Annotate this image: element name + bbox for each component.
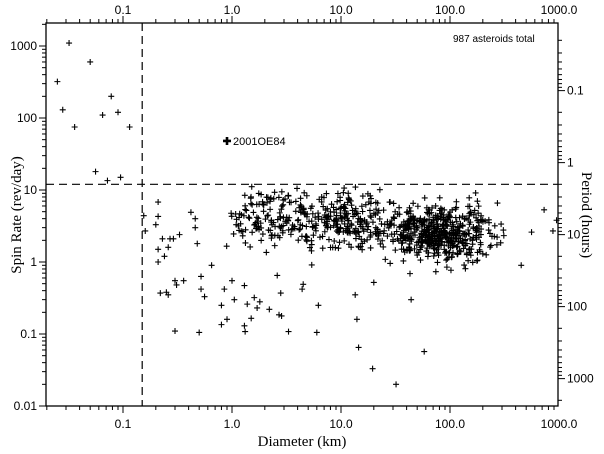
y2-tick-label: 1 bbox=[567, 156, 574, 170]
y2-tick-label: 10 bbox=[567, 228, 581, 242]
x-axis-top: 0.1 1.0 10.0 100.0 1000.0 bbox=[46, 3, 578, 23]
x-tick-label: 100.0 bbox=[435, 417, 465, 431]
y-tick-label: 10 bbox=[24, 183, 38, 197]
x-tick-label: 10.0 bbox=[329, 417, 353, 431]
x-axis-bottom: 0.1 1.0 10.0 100.0 1000.0 bbox=[46, 406, 578, 431]
y2-tick-label: 100 bbox=[567, 300, 587, 314]
y-tick-label: 1000 bbox=[10, 39, 37, 53]
y2-tick-label: 0.1 bbox=[567, 84, 584, 98]
reference-lines bbox=[46, 23, 558, 406]
x-tick-label: 1000.0 bbox=[541, 417, 578, 431]
y2-tick-label: 1000 bbox=[567, 372, 594, 386]
x-top-tick-label: 100.0 bbox=[435, 3, 465, 17]
y-tick-label: 1 bbox=[30, 255, 37, 269]
data-points bbox=[54, 40, 560, 388]
y2-axis-title: Period (hours) bbox=[578, 172, 594, 258]
x-top-tick-label: 0.1 bbox=[115, 3, 132, 17]
highlight-marker bbox=[223, 136, 232, 145]
x-top-tick-label: 10.0 bbox=[329, 3, 353, 17]
y-axis-right: 0.1 1 10 100 1000 bbox=[558, 39, 594, 401]
x-tick-label: 1.0 bbox=[224, 417, 241, 431]
x-top-tick-label: 1000.0 bbox=[541, 3, 578, 17]
plot-frame bbox=[45, 22, 559, 407]
y-tick-label: 0.01 bbox=[14, 399, 38, 413]
y-axis-left: 0.01 0.1 1 10 100 1000 bbox=[10, 23, 46, 413]
total-count-annotation: 987 asteroids total bbox=[453, 34, 535, 45]
y-tick-label: 0.1 bbox=[20, 327, 37, 341]
y-tick-label: 100 bbox=[17, 111, 37, 125]
x-top-tick-label: 1.0 bbox=[224, 3, 241, 17]
y-axis-title: Spin Rate (rev/day) bbox=[9, 156, 25, 273]
highlight-point-2001oe84: 2001OE84 bbox=[223, 136, 286, 148]
highlight-label: 2001OE84 bbox=[233, 136, 286, 148]
x-tick-label: 0.1 bbox=[115, 417, 132, 431]
x-axis-title: Diameter (km) bbox=[258, 434, 347, 450]
